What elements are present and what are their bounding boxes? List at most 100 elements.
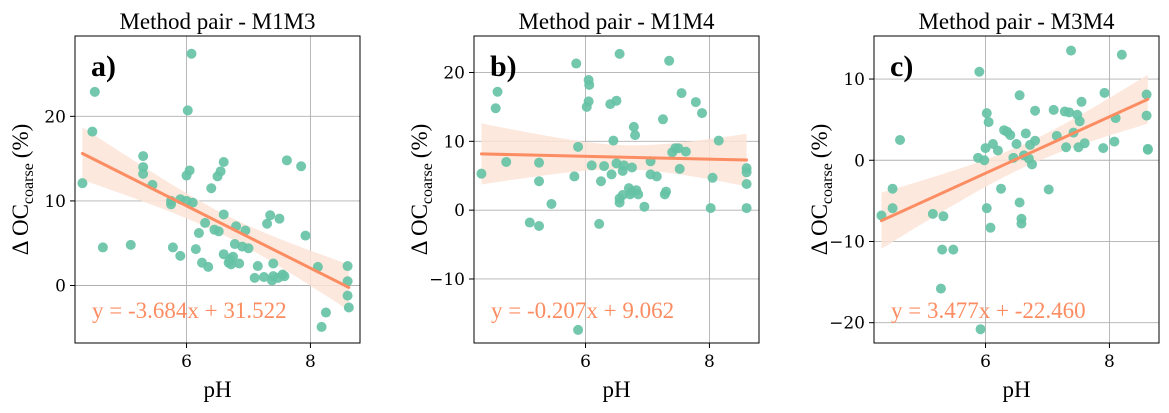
y-axis-label-unit: (%) [8,124,33,158]
data-point [274,213,285,224]
data-point [887,183,898,194]
data-point [89,86,100,97]
data-point [617,190,628,201]
y-axis-label-main: Δ OC [407,204,432,255]
data-point [342,290,353,301]
panel-label: a) [91,50,116,83]
data-point [1074,116,1085,127]
data-point [935,283,946,294]
data-point [281,155,292,166]
data-point [705,203,716,214]
data-point [187,197,198,208]
y-tick-label: 0 [55,276,66,296]
data-point [243,243,254,254]
plot-frame [74,35,361,344]
data-point [190,244,201,255]
data-point [77,178,88,189]
data-point [213,226,224,237]
x-tick-label: 8 [1104,352,1115,372]
data-point [534,176,545,187]
y-axis-label-unit: (%) [807,124,832,158]
data-point [664,55,675,66]
data-point [184,165,195,176]
data-point [1014,90,1025,101]
data-point [1141,89,1152,100]
data-point [1014,197,1025,208]
y-axis-label-sub: coarse [20,163,37,204]
data-point [1076,96,1087,107]
data-point [992,145,1003,156]
data-point [186,48,197,59]
data-point [490,103,501,114]
x-axis-label: pH [203,377,231,402]
data-point [167,242,178,253]
regression-equation: y = -3.684x + 31.522 [92,298,287,323]
data-point [226,259,237,270]
data-point [938,211,949,222]
data-point [596,176,607,187]
data-point [626,162,637,173]
data-point [1048,104,1059,115]
data-point [680,146,691,157]
data-point [980,143,991,154]
data-point [97,242,108,253]
data-point [138,168,149,179]
data-point [1066,45,1077,56]
data-point [1116,49,1127,60]
x-axis-label: pH [602,377,630,402]
y-tick-label: −10 [429,270,465,290]
regression-line [479,152,749,162]
chart-title: Method pair - M3M4 [918,9,1115,34]
data-point [203,261,214,272]
data-point [676,88,687,99]
data-point [630,130,641,141]
data-point [594,218,605,229]
data-point [983,117,994,128]
panel-label: c) [890,50,913,83]
data-point [200,217,211,228]
data-point [1030,105,1041,116]
y-axis-label-sub: coarse [819,163,836,204]
data-point [175,250,186,261]
data-point [974,66,985,77]
y-tick-label: 20 [44,107,66,127]
data-point [614,48,625,59]
y-axis-label: Δ OCcoarse (%) [407,124,436,256]
data-point [979,155,990,166]
data-point [125,239,136,250]
data-point [492,86,503,97]
data-point [599,161,610,172]
data-point [1011,139,1022,150]
data-point [1020,128,1031,139]
data-point [342,261,353,272]
data-point [707,172,718,183]
data-point [611,95,622,106]
panel-m1m4: 6 8 −10 0 10 20 Method pair - M1M4 b) y = -0.… [407,9,760,402]
data-point [87,126,98,137]
data-point [618,160,629,171]
data-point [193,228,204,239]
data-point [279,271,290,282]
y-tick-label: 20 [443,63,465,83]
data-point [546,198,557,209]
data-point [343,302,354,313]
data-point [741,178,752,189]
data-point [713,135,724,146]
data-point [1061,142,1072,153]
data-point [501,156,512,167]
x-tick-label: 8 [704,352,715,372]
data-point [741,203,752,214]
plot-frame [873,35,1160,344]
chart-title: Method pair - M1M3 [119,9,315,34]
data-point [985,222,996,233]
panel-m3m4: 6 8 −20 −10 0 10 Method pair - M3M4 c) y = 3.… [807,9,1160,402]
data-point [573,141,584,152]
data-point [234,258,245,269]
data-point [1064,107,1075,118]
y-axis-label: Δ OCcoarse (%) [8,124,37,256]
data-point [673,143,684,154]
regression-equation: y = -0.207x + 9.062 [491,298,674,323]
y-axis-label: Δ OCcoarse (%) [807,124,836,256]
panel-label: b) [490,50,517,83]
regression-equation: y = 3.477x + -22.460 [891,298,1086,323]
